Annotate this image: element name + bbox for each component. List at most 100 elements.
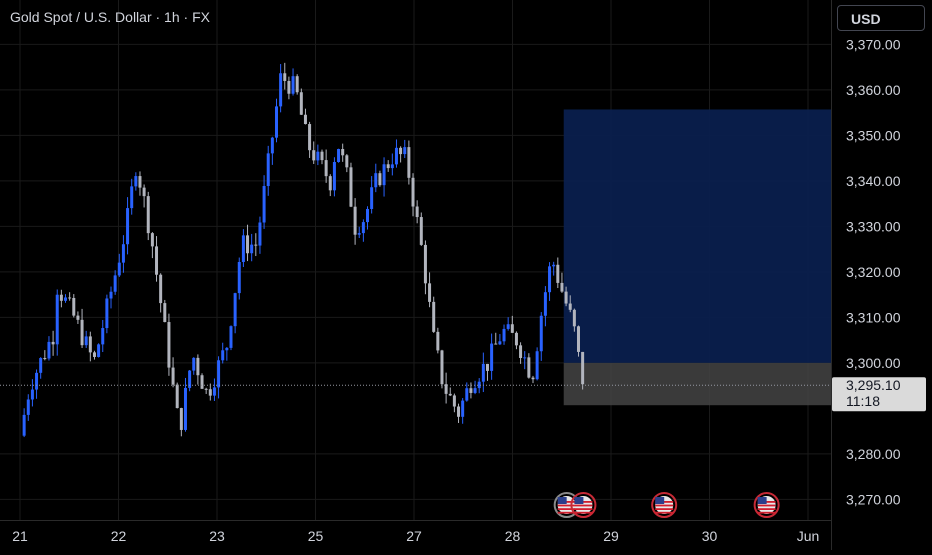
candle-58 bbox=[262, 175, 266, 229]
candle-6 bbox=[47, 336, 51, 361]
candle-125 bbox=[539, 312, 543, 361]
candle-102 bbox=[444, 372, 448, 404]
candle-88 bbox=[386, 160, 390, 172]
candle-43 bbox=[200, 373, 204, 389]
target-zone[interactable] bbox=[563, 109, 836, 363]
candle-37 bbox=[175, 382, 179, 409]
candle-94 bbox=[411, 173, 415, 217]
event-us-flag-icon-2[interactable] bbox=[651, 492, 678, 518]
candle-8 bbox=[55, 289, 59, 356]
candle-75 bbox=[332, 157, 336, 197]
candle-36 bbox=[171, 357, 175, 388]
candle-98 bbox=[428, 272, 432, 308]
candle-113 bbox=[490, 333, 494, 380]
candle-12 bbox=[72, 294, 76, 318]
candle-76 bbox=[337, 148, 341, 163]
candle-5 bbox=[43, 350, 47, 361]
candle-20 bbox=[105, 294, 109, 334]
candle-118 bbox=[510, 315, 514, 334]
candle-74 bbox=[328, 174, 332, 197]
y-tick-label-9: 3,270.00 bbox=[846, 491, 901, 507]
candle-10 bbox=[64, 294, 68, 303]
candle-111 bbox=[481, 352, 485, 393]
candle-120 bbox=[519, 342, 523, 364]
candle-18 bbox=[97, 343, 101, 358]
candle-25 bbox=[126, 197, 130, 255]
time-axis-bg bbox=[0, 520, 831, 550]
stop-zone[interactable] bbox=[563, 362, 836, 406]
y-tick-label-6: 3,310.00 bbox=[846, 309, 901, 325]
candle-32 bbox=[155, 236, 159, 282]
x-tick-label-1: 22 bbox=[111, 528, 127, 544]
candle-78 bbox=[345, 154, 349, 173]
candle-86 bbox=[378, 170, 382, 187]
candle-127 bbox=[548, 262, 552, 301]
event-us-flag-icon-1[interactable] bbox=[570, 492, 597, 518]
events-layer bbox=[553, 492, 780, 518]
candle-70 bbox=[312, 141, 316, 165]
x-tick-label-8: Jun bbox=[797, 528, 820, 544]
candle-23 bbox=[117, 253, 121, 277]
candle-38 bbox=[179, 407, 183, 437]
candle-95 bbox=[415, 200, 419, 224]
candle-71 bbox=[316, 144, 320, 166]
candle-61 bbox=[274, 98, 278, 143]
candle-4 bbox=[39, 357, 43, 379]
candle-99 bbox=[432, 296, 436, 333]
candle-80 bbox=[353, 198, 357, 245]
candle-82 bbox=[361, 219, 365, 242]
candle-1 bbox=[26, 394, 30, 421]
candle-107 bbox=[465, 382, 469, 402]
candles-layer bbox=[22, 62, 585, 438]
candle-49 bbox=[225, 346, 229, 361]
candle-46 bbox=[212, 378, 216, 401]
candle-7 bbox=[51, 330, 55, 356]
y-tick-label-4: 3,330.00 bbox=[846, 218, 901, 234]
candle-14 bbox=[80, 308, 84, 348]
candle-21 bbox=[109, 286, 113, 309]
currency-button[interactable]: USD bbox=[837, 5, 925, 31]
candle-123 bbox=[531, 375, 535, 384]
candle-129 bbox=[556, 257, 560, 289]
y-tick-label-7: 3,300.00 bbox=[846, 355, 901, 371]
candle-39 bbox=[183, 377, 187, 432]
candle-121 bbox=[523, 351, 527, 370]
candle-51 bbox=[233, 292, 237, 334]
candle-134 bbox=[576, 325, 580, 357]
candle-53 bbox=[241, 229, 245, 267]
event-us-flag-icon-3[interactable] bbox=[753, 492, 780, 518]
candle-132 bbox=[568, 295, 572, 313]
candle-126 bbox=[543, 286, 547, 327]
y-tick-label-8: 3,280.00 bbox=[846, 446, 901, 462]
candle-42 bbox=[196, 354, 200, 385]
candle-114 bbox=[494, 332, 498, 345]
candle-73 bbox=[324, 149, 328, 183]
candle-117 bbox=[506, 317, 510, 331]
y-tick-label-3: 3,340.00 bbox=[846, 173, 901, 189]
candle-68 bbox=[303, 108, 307, 125]
current-price-value: 3,295.10 bbox=[846, 377, 901, 393]
candle-47 bbox=[217, 356, 221, 399]
candle-79 bbox=[349, 162, 353, 208]
x-tick-label-2: 23 bbox=[209, 528, 225, 544]
candle-101 bbox=[440, 349, 444, 389]
candle-103 bbox=[448, 387, 452, 397]
candle-34 bbox=[163, 299, 167, 323]
x-tick-label-4: 27 bbox=[406, 528, 422, 544]
x-tick-label-0: 21 bbox=[12, 528, 28, 544]
candle-104 bbox=[452, 393, 456, 413]
candle-13 bbox=[76, 311, 80, 324]
position-tool[interactable] bbox=[563, 109, 836, 406]
candle-24 bbox=[121, 235, 125, 273]
candle-77 bbox=[341, 143, 345, 162]
candle-2 bbox=[30, 379, 34, 407]
candle-131 bbox=[564, 286, 568, 307]
candle-110 bbox=[477, 378, 481, 394]
candle-130 bbox=[560, 272, 564, 293]
candle-27 bbox=[134, 172, 138, 191]
candle-83 bbox=[366, 206, 370, 230]
candle-29 bbox=[142, 184, 146, 208]
